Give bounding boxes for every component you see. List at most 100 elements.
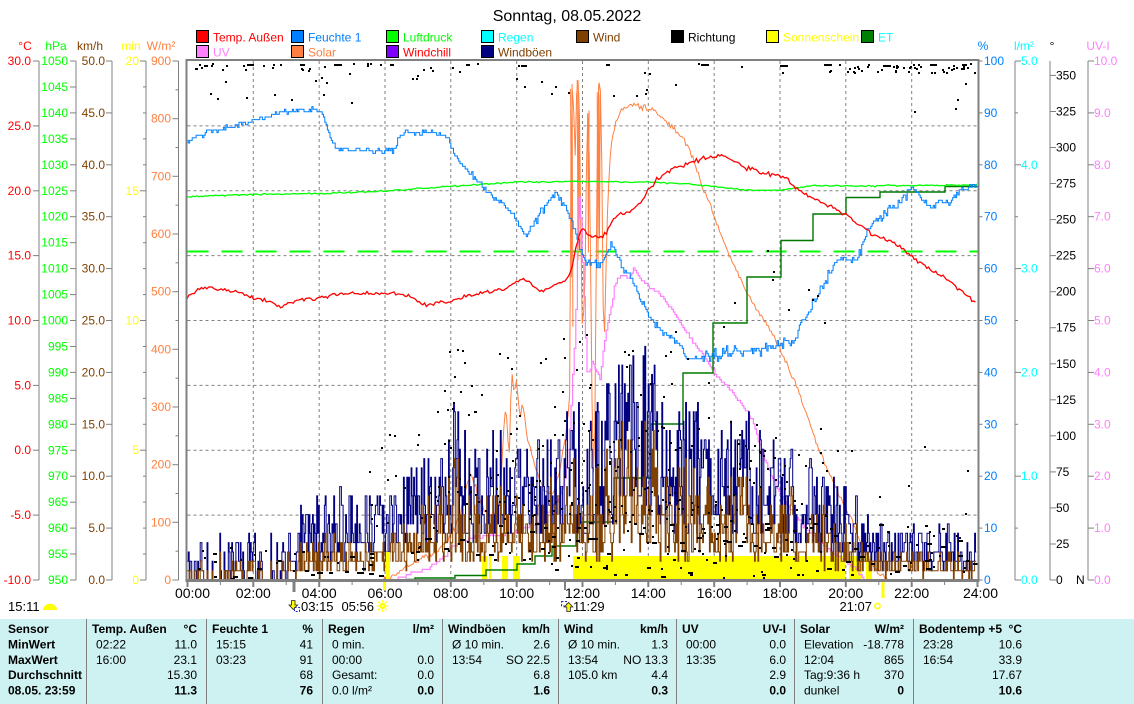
svg-text:0: 0	[984, 573, 991, 587]
svg-text:6.0: 6.0	[1094, 262, 1111, 276]
svg-text:2.0: 2.0	[1094, 469, 1111, 483]
svg-text:41: 41	[300, 638, 314, 652]
svg-text:15.30: 15.30	[167, 668, 197, 682]
svg-text:40.0: 40.0	[82, 158, 106, 172]
svg-text:300: 300	[151, 400, 171, 414]
svg-text:23.1: 23.1	[174, 653, 198, 667]
svg-text:Gesamt:: Gesamt:	[332, 668, 377, 682]
svg-text:00:00: 00:00	[332, 653, 362, 667]
svg-text:Elevation: Elevation	[804, 638, 853, 652]
svg-text:13:35: 13:35	[686, 653, 716, 667]
svg-text:0.0 l/m²: 0.0 l/m²	[332, 684, 372, 698]
svg-text:21:07: 21:07	[839, 599, 872, 614]
svg-text:Feuchte 1: Feuchte 1	[212, 622, 268, 636]
svg-text:Solar: Solar	[800, 622, 830, 636]
svg-text:0.0: 0.0	[417, 668, 434, 682]
svg-text:5.0: 5.0	[14, 378, 31, 392]
svg-text:%: %	[978, 39, 989, 53]
svg-text:15: 15	[126, 184, 140, 198]
svg-text:km/h: km/h	[522, 622, 550, 636]
svg-text:995: 995	[48, 340, 68, 354]
svg-text:2.0: 2.0	[1021, 365, 1038, 379]
svg-text:350: 350	[1056, 68, 1076, 82]
svg-text:0: 0	[1056, 573, 1063, 587]
svg-text:500: 500	[151, 285, 171, 299]
svg-text:10: 10	[984, 521, 998, 535]
svg-text:Temp. Außen: Temp. Außen	[92, 622, 167, 636]
svg-text:UV: UV	[213, 46, 230, 60]
svg-text:hPa: hPa	[45, 39, 67, 53]
svg-text:4.4: 4.4	[651, 668, 668, 682]
svg-text:03:15: 03:15	[301, 599, 334, 614]
svg-text:00:00: 00:00	[686, 638, 716, 652]
svg-text:24:00: 24:00	[963, 585, 998, 601]
svg-text:Windböen: Windböen	[448, 622, 506, 636]
svg-text:8.0: 8.0	[1094, 158, 1111, 172]
svg-text:Tag:9:36 h: Tag:9:36 h	[804, 668, 860, 682]
svg-text:Temp. Außen: Temp. Außen	[213, 31, 284, 45]
svg-text:04:00: 04:00	[302, 585, 337, 601]
svg-text:0.0: 0.0	[417, 684, 434, 698]
svg-text:35.0: 35.0	[82, 210, 106, 224]
svg-text:700: 700	[151, 169, 171, 183]
svg-text:°C: °C	[18, 39, 32, 53]
svg-text:1040: 1040	[41, 106, 68, 120]
svg-text:Sonnenschein: Sonnenschein	[783, 31, 859, 45]
svg-text:400: 400	[151, 342, 171, 356]
svg-text:0.0: 0.0	[417, 653, 434, 667]
svg-text:MaxWert: MaxWert	[8, 653, 58, 667]
svg-text:12:04: 12:04	[804, 653, 834, 667]
svg-text:UV-I: UV-I	[1086, 39, 1109, 53]
svg-text:MinWert: MinWert	[8, 638, 55, 652]
svg-text:06:00: 06:00	[367, 585, 402, 601]
svg-text:Regen: Regen	[498, 31, 533, 45]
svg-text:11.0: 11.0	[175, 638, 198, 652]
svg-text:990: 990	[48, 365, 68, 379]
svg-text:0.0: 0.0	[1094, 573, 1111, 587]
svg-text:20: 20	[126, 54, 140, 68]
svg-text:10: 10	[126, 314, 140, 328]
svg-text:25.0: 25.0	[82, 314, 106, 328]
svg-text:6.0: 6.0	[769, 653, 786, 667]
svg-text:1.3: 1.3	[651, 638, 668, 652]
svg-text:-10.0: -10.0	[4, 573, 32, 587]
svg-text:23:28: 23:28	[923, 638, 953, 652]
svg-text:1.0: 1.0	[1094, 521, 1111, 535]
svg-text:150: 150	[1056, 357, 1076, 371]
svg-text:16:00: 16:00	[96, 653, 126, 667]
svg-text:1.0: 1.0	[1021, 469, 1038, 483]
svg-text:ET: ET	[878, 31, 894, 45]
svg-text:6.8: 6.8	[533, 668, 550, 682]
svg-text:1025: 1025	[41, 184, 68, 198]
svg-text:00:00: 00:00	[175, 585, 210, 601]
svg-text:20:00: 20:00	[828, 585, 863, 601]
svg-text:80: 80	[984, 158, 998, 172]
svg-text:5.0: 5.0	[1021, 54, 1038, 68]
svg-text:Sonntag, 08.05.2022: Sonntag, 08.05.2022	[493, 8, 642, 25]
svg-text:76: 76	[300, 684, 314, 698]
svg-text:1015: 1015	[41, 236, 68, 250]
svg-text:Solar: Solar	[308, 46, 336, 60]
svg-text:50: 50	[984, 314, 998, 328]
svg-text:100: 100	[151, 515, 171, 529]
svg-text:Sensor: Sensor	[8, 622, 49, 636]
svg-text:175: 175	[1056, 321, 1076, 335]
svg-text:50.0: 50.0	[82, 54, 106, 68]
svg-text:10.0: 10.0	[82, 469, 106, 483]
svg-text:Feuchte 1: Feuchte 1	[308, 31, 362, 45]
svg-text:12:00: 12:00	[565, 585, 600, 601]
svg-text:45.0: 45.0	[82, 106, 106, 120]
svg-text:16:00: 16:00	[697, 585, 732, 601]
svg-text:UV-I: UV-I	[763, 622, 786, 636]
svg-text:30.0: 30.0	[82, 262, 106, 276]
svg-text:10.6: 10.6	[999, 638, 1023, 652]
svg-text:4.0: 4.0	[1021, 158, 1038, 172]
svg-text:975: 975	[48, 443, 68, 457]
svg-text:dunkel: dunkel	[804, 684, 839, 698]
svg-text:08:00: 08:00	[433, 585, 468, 601]
svg-text:865: 865	[884, 653, 904, 667]
svg-text:km/h: km/h	[640, 622, 668, 636]
svg-text:18:00: 18:00	[762, 585, 797, 601]
svg-text:5.0: 5.0	[1094, 314, 1111, 328]
svg-text:1030: 1030	[41, 158, 68, 172]
